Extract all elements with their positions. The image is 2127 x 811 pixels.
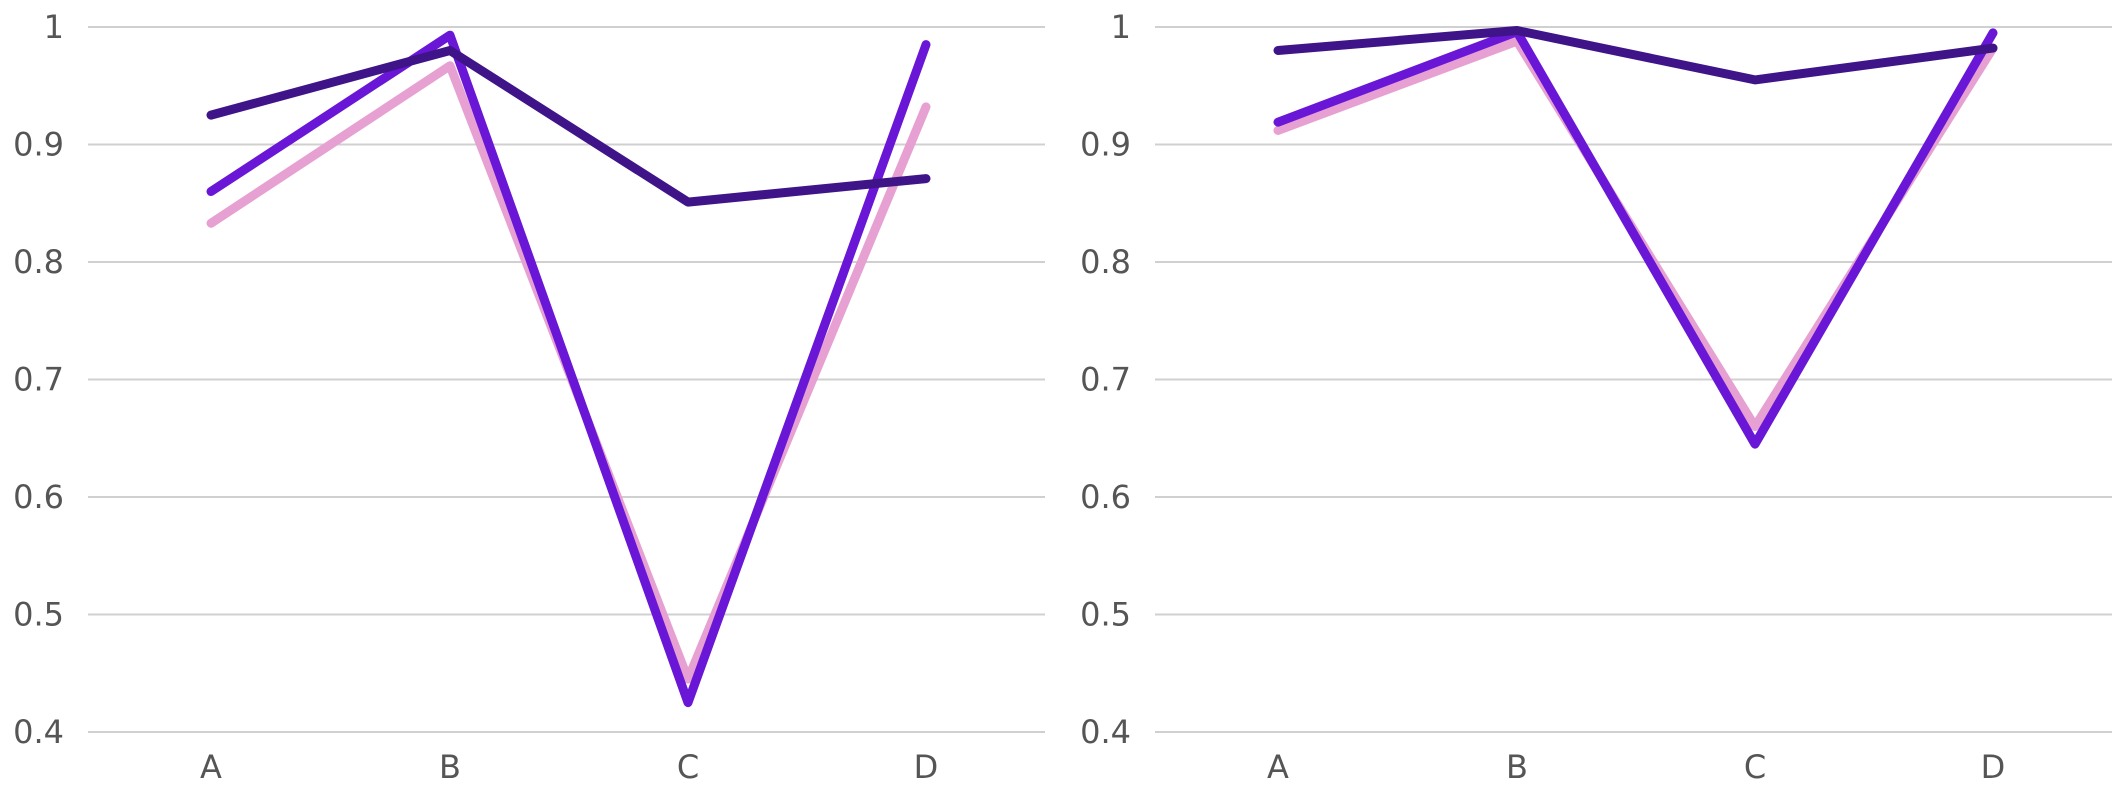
x-tick-label: B — [439, 748, 461, 786]
series-line-1 — [1273, 27, 1998, 449]
series-line-2 — [206, 46, 931, 207]
x-tick-label: B — [1506, 748, 1528, 786]
y-tick-label: 1 — [44, 8, 64, 46]
y-tick-label: 0.8 — [1080, 243, 1131, 281]
x-tick-label: D — [1981, 748, 2006, 786]
x-tick-label: C — [677, 748, 699, 786]
chart-panel-left: 0.4 0.5 0.6 0.7 0.8 0.9 1 A B C D — [13, 8, 1045, 786]
y-tick-label: 0.6 — [1080, 478, 1131, 516]
y-tick-label: 0.7 — [1080, 361, 1131, 399]
series-line-2 — [1273, 26, 1998, 85]
x-tick-label: C — [1744, 748, 1766, 786]
y-tick-label: 0.4 — [1080, 713, 1131, 751]
y-tick-label: 0.5 — [13, 596, 64, 634]
x-tick-label: D — [914, 748, 939, 786]
y-tick-label: 0.9 — [13, 126, 64, 164]
x-tick-label: A — [1267, 748, 1289, 786]
y-tick-label: 0.4 — [13, 713, 64, 751]
y-tick-label: 0.6 — [13, 478, 64, 516]
y-tick-label: 1 — [1111, 8, 1131, 46]
x-tick-label: A — [200, 748, 222, 786]
y-tick-label: 0.9 — [1080, 126, 1131, 164]
series-line-1 — [206, 30, 931, 708]
chart-panel-right: 0.4 0.5 0.6 0.7 0.8 0.9 1 A B C D — [1080, 8, 2112, 786]
y-tick-label: 0.5 — [1080, 596, 1131, 634]
y-tick-label: 0.8 — [13, 243, 64, 281]
y-tick-label: 0.7 — [13, 361, 64, 399]
